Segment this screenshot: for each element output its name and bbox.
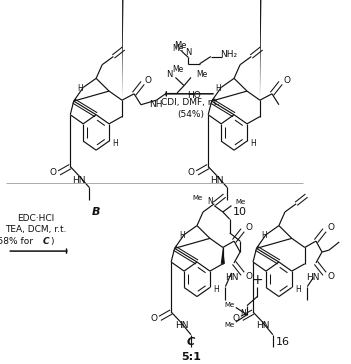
Polygon shape bbox=[260, 0, 265, 100]
Text: O: O bbox=[327, 272, 334, 281]
Text: N: N bbox=[207, 198, 213, 206]
Text: H: H bbox=[216, 84, 221, 93]
Text: 5:1: 5:1 bbox=[181, 352, 201, 363]
Text: NH₂: NH₂ bbox=[220, 50, 237, 59]
Text: HO: HO bbox=[187, 91, 201, 100]
Polygon shape bbox=[221, 248, 225, 264]
Text: N: N bbox=[185, 48, 192, 58]
Text: H: H bbox=[213, 285, 219, 294]
Text: Me: Me bbox=[174, 41, 187, 50]
Text: N: N bbox=[166, 70, 173, 79]
Text: H: H bbox=[112, 139, 118, 148]
Text: H: H bbox=[78, 84, 84, 93]
Text: Me: Me bbox=[193, 195, 203, 201]
Text: 16: 16 bbox=[276, 337, 290, 347]
Text: Me: Me bbox=[225, 322, 235, 328]
Text: H: H bbox=[295, 285, 301, 294]
Text: O: O bbox=[245, 272, 252, 281]
Text: ): ) bbox=[51, 237, 54, 246]
Text: HN: HN bbox=[175, 321, 188, 330]
Text: O: O bbox=[232, 314, 239, 323]
Text: (54%): (54%) bbox=[178, 110, 204, 119]
Text: HN: HN bbox=[72, 176, 86, 185]
Text: H: H bbox=[250, 139, 256, 148]
Text: TEA, DCM, r.t.: TEA, DCM, r.t. bbox=[5, 225, 67, 234]
Text: Me: Me bbox=[172, 65, 183, 74]
Text: H: H bbox=[261, 231, 267, 240]
Text: O: O bbox=[327, 223, 334, 232]
Text: O: O bbox=[150, 314, 157, 323]
Text: HN: HN bbox=[257, 321, 270, 330]
Text: HN: HN bbox=[307, 273, 320, 282]
Text: NH: NH bbox=[150, 100, 163, 109]
Text: O: O bbox=[283, 76, 290, 85]
Text: B: B bbox=[92, 207, 100, 217]
Text: O: O bbox=[245, 223, 252, 232]
Text: Me: Me bbox=[225, 302, 235, 308]
Polygon shape bbox=[122, 0, 127, 100]
Text: N: N bbox=[240, 309, 246, 318]
Text: O: O bbox=[187, 169, 194, 177]
Text: HN: HN bbox=[210, 176, 224, 185]
Text: (58% for: (58% for bbox=[0, 237, 36, 246]
Text: C: C bbox=[43, 237, 49, 246]
Text: C: C bbox=[187, 337, 195, 347]
Text: Me: Me bbox=[196, 70, 207, 79]
Text: EDC·HCl: EDC·HCl bbox=[17, 214, 54, 223]
Text: CDI, DMF, r.t.: CDI, DMF, r.t. bbox=[161, 98, 220, 107]
Text: H: H bbox=[179, 231, 185, 240]
Text: Me: Me bbox=[236, 199, 246, 205]
Text: Me: Me bbox=[172, 44, 184, 53]
Text: O: O bbox=[49, 169, 57, 177]
Text: O: O bbox=[144, 76, 151, 85]
Text: HN: HN bbox=[225, 273, 238, 282]
Text: 10: 10 bbox=[233, 207, 247, 217]
Text: +: + bbox=[252, 273, 263, 287]
